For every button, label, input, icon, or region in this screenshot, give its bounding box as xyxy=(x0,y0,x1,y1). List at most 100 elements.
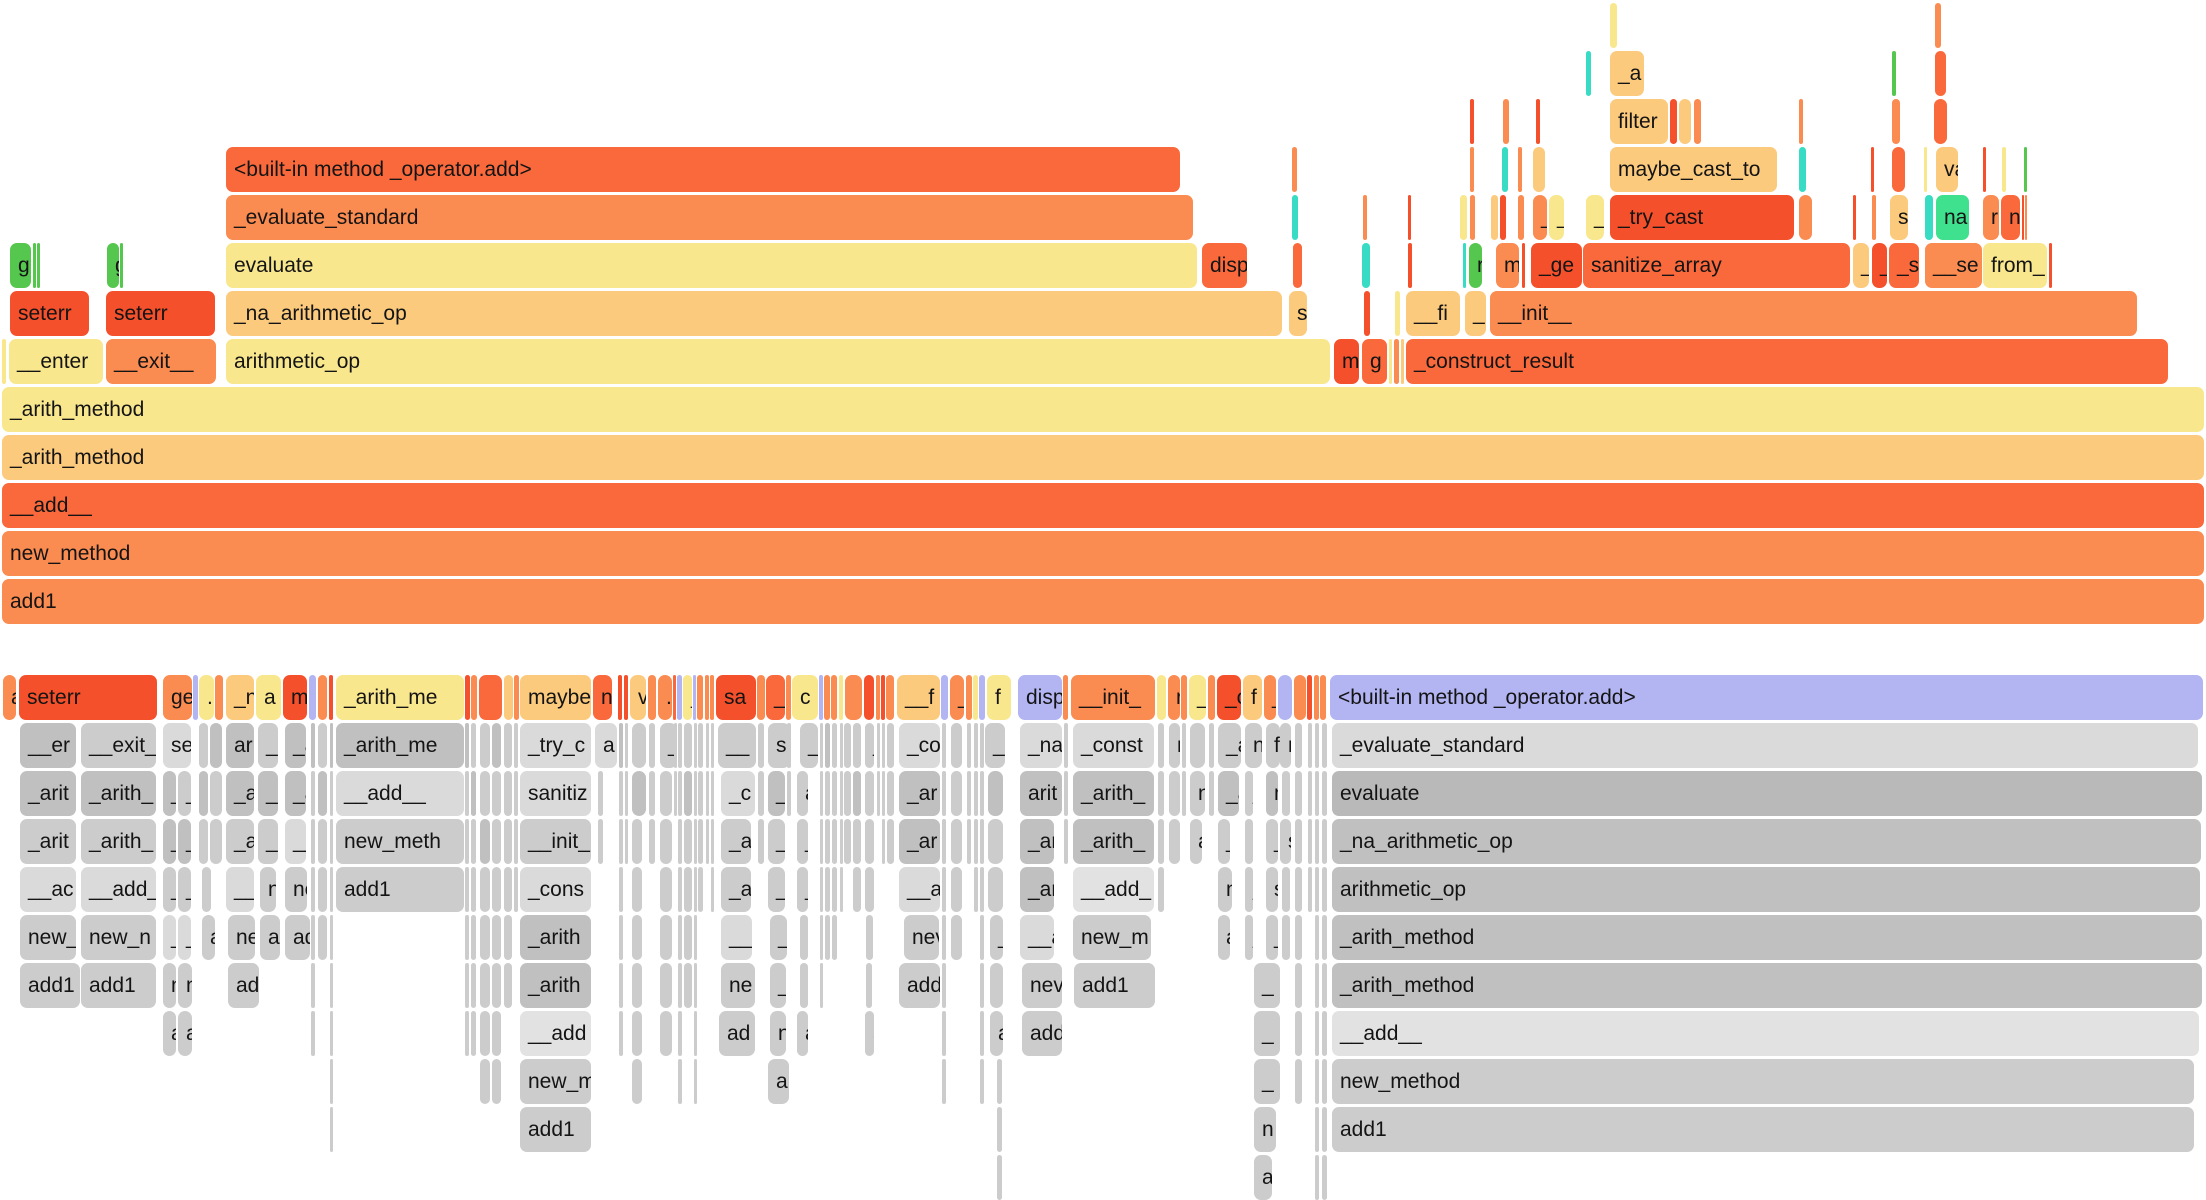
flame-frame[interactable]: arit xyxy=(1020,771,1062,816)
flame-frame[interactable] xyxy=(1294,675,1306,720)
flame-frame[interactable] xyxy=(318,723,327,768)
flame-frame[interactable] xyxy=(942,915,946,960)
flame-frame[interactable] xyxy=(980,771,984,816)
flame-frame[interactable] xyxy=(210,819,222,864)
flame-frame[interactable] xyxy=(210,723,222,768)
flame-frame[interactable]: _ xyxy=(1218,819,1230,864)
flame-frame[interactable]: _arith_ xyxy=(1073,819,1154,864)
flame-frame[interactable]: add1 xyxy=(1332,1107,2194,1152)
flame-frame[interactable]: _a xyxy=(1218,723,1241,768)
flame-frame[interactable]: ad xyxy=(228,963,259,1008)
flame-frame[interactable]: n xyxy=(1158,771,1164,816)
flame-frame[interactable] xyxy=(1308,819,1312,864)
flame-frame[interactable]: _arith_me xyxy=(336,723,464,768)
flame-frame[interactable] xyxy=(1871,147,1874,192)
flame-frame[interactable] xyxy=(820,963,823,1008)
flame-frame[interactable] xyxy=(1500,195,1506,240)
flame-frame[interactable]: _ar xyxy=(1020,867,1054,912)
flame-frame[interactable]: a xyxy=(797,1011,808,1056)
flame-frame[interactable]: _ xyxy=(766,675,785,720)
flame-frame[interactable] xyxy=(1518,147,1522,192)
flame-frame[interactable] xyxy=(2,339,6,384)
flame-frame[interactable] xyxy=(1322,1107,1327,1152)
flame-frame[interactable] xyxy=(864,675,874,720)
flame-frame[interactable] xyxy=(514,675,519,720)
flame-frame[interactable] xyxy=(2049,243,2052,288)
flame-frame[interactable] xyxy=(882,819,885,864)
flame-frame[interactable] xyxy=(1064,819,1068,864)
flame-frame[interactable] xyxy=(684,963,692,1008)
flame-frame[interactable] xyxy=(980,963,984,1008)
flame-frame[interactable] xyxy=(1315,1059,1319,1104)
flame-frame[interactable] xyxy=(942,867,946,912)
flame-frame[interactable] xyxy=(480,1011,490,1056)
flame-frame[interactable]: _ xyxy=(1254,1059,1280,1104)
flame-frame[interactable] xyxy=(800,963,808,1008)
flame-frame[interactable]: _ xyxy=(1295,867,1302,912)
flame-frame[interactable] xyxy=(1364,291,1370,336)
flame-frame[interactable] xyxy=(1362,243,1370,288)
flame-frame[interactable] xyxy=(492,915,501,960)
flame-frame[interactable]: __add_ xyxy=(81,867,156,912)
flame-frame[interactable] xyxy=(318,867,327,912)
flame-frame[interactable] xyxy=(1190,723,1205,768)
flame-frame[interactable]: _ xyxy=(768,867,785,912)
flame-frame[interactable] xyxy=(1892,99,1900,144)
flame-frame[interactable] xyxy=(1208,675,1215,720)
flame-frame[interactable] xyxy=(1315,867,1319,912)
flame-frame[interactable]: _ xyxy=(1266,819,1278,864)
flame-frame[interactable]: n xyxy=(866,963,872,1008)
flame-frame[interactable]: nev xyxy=(904,915,939,960)
flame-frame[interactable]: _ xyxy=(178,867,191,912)
flame-frame[interactable]: s xyxy=(1245,819,1253,864)
flame-frame[interactable] xyxy=(758,723,764,768)
flame-frame[interactable]: _n xyxy=(226,675,254,720)
flame-frame[interactable] xyxy=(678,1011,682,1056)
flame-frame[interactable] xyxy=(1322,867,1327,912)
flame-frame[interactable]: maybe xyxy=(520,675,591,720)
flame-frame[interactable] xyxy=(882,771,885,816)
flame-frame[interactable]: __init_ xyxy=(1071,675,1155,720)
flame-frame[interactable]: nev xyxy=(1022,963,1062,1008)
flame-frame[interactable]: a xyxy=(595,723,617,768)
flame-frame[interactable] xyxy=(619,867,623,912)
flame-frame[interactable]: _ar xyxy=(899,819,940,864)
flame-frame[interactable] xyxy=(619,1011,623,1056)
flame-frame[interactable]: . xyxy=(658,675,672,720)
flame-frame[interactable] xyxy=(1853,195,1856,240)
flame-frame[interactable] xyxy=(951,771,962,816)
flame-frame[interactable] xyxy=(840,819,843,864)
flame-frame[interactable] xyxy=(825,867,830,912)
flame-frame[interactable] xyxy=(660,819,672,864)
flame-frame[interactable] xyxy=(1322,771,1327,816)
flame-frame[interactable] xyxy=(1934,99,1947,144)
flame-frame[interactable]: __ xyxy=(721,915,752,960)
flame-frame[interactable] xyxy=(819,675,823,720)
flame-frame[interactable]: _arith xyxy=(520,963,591,1008)
flame-frame[interactable] xyxy=(619,723,623,768)
flame-frame[interactable] xyxy=(844,723,851,768)
flame-frame[interactable] xyxy=(1308,771,1312,816)
flame-frame[interactable] xyxy=(471,723,476,768)
flame-frame[interactable]: r xyxy=(1168,675,1180,720)
flame-frame[interactable]: a xyxy=(163,1011,176,1056)
flame-frame[interactable] xyxy=(758,819,764,864)
flame-frame[interactable]: m xyxy=(1266,771,1278,816)
flame-frame[interactable] xyxy=(2024,147,2027,192)
flame-frame[interactable] xyxy=(980,867,984,912)
flame-frame[interactable] xyxy=(504,675,513,720)
flame-frame[interactable] xyxy=(649,819,655,864)
flame-frame[interactable] xyxy=(786,675,791,720)
flame-frame[interactable]: new_method xyxy=(1332,1059,2194,1104)
flame-frame[interactable] xyxy=(311,867,315,912)
flame-frame[interactable] xyxy=(504,819,512,864)
flame-frame[interactable]: add1 xyxy=(520,1107,591,1152)
flame-frame[interactable]: . xyxy=(199,675,214,720)
flame-frame[interactable]: f xyxy=(1243,675,1262,720)
flame-frame[interactable]: fi xyxy=(1266,723,1280,768)
flame-frame[interactable]: _na xyxy=(1020,723,1062,768)
flame-frame[interactable]: __er xyxy=(20,723,76,768)
flame-frame[interactable]: _ xyxy=(258,819,278,864)
flame-frame[interactable] xyxy=(1315,819,1319,864)
flame-frame[interactable] xyxy=(674,723,677,768)
